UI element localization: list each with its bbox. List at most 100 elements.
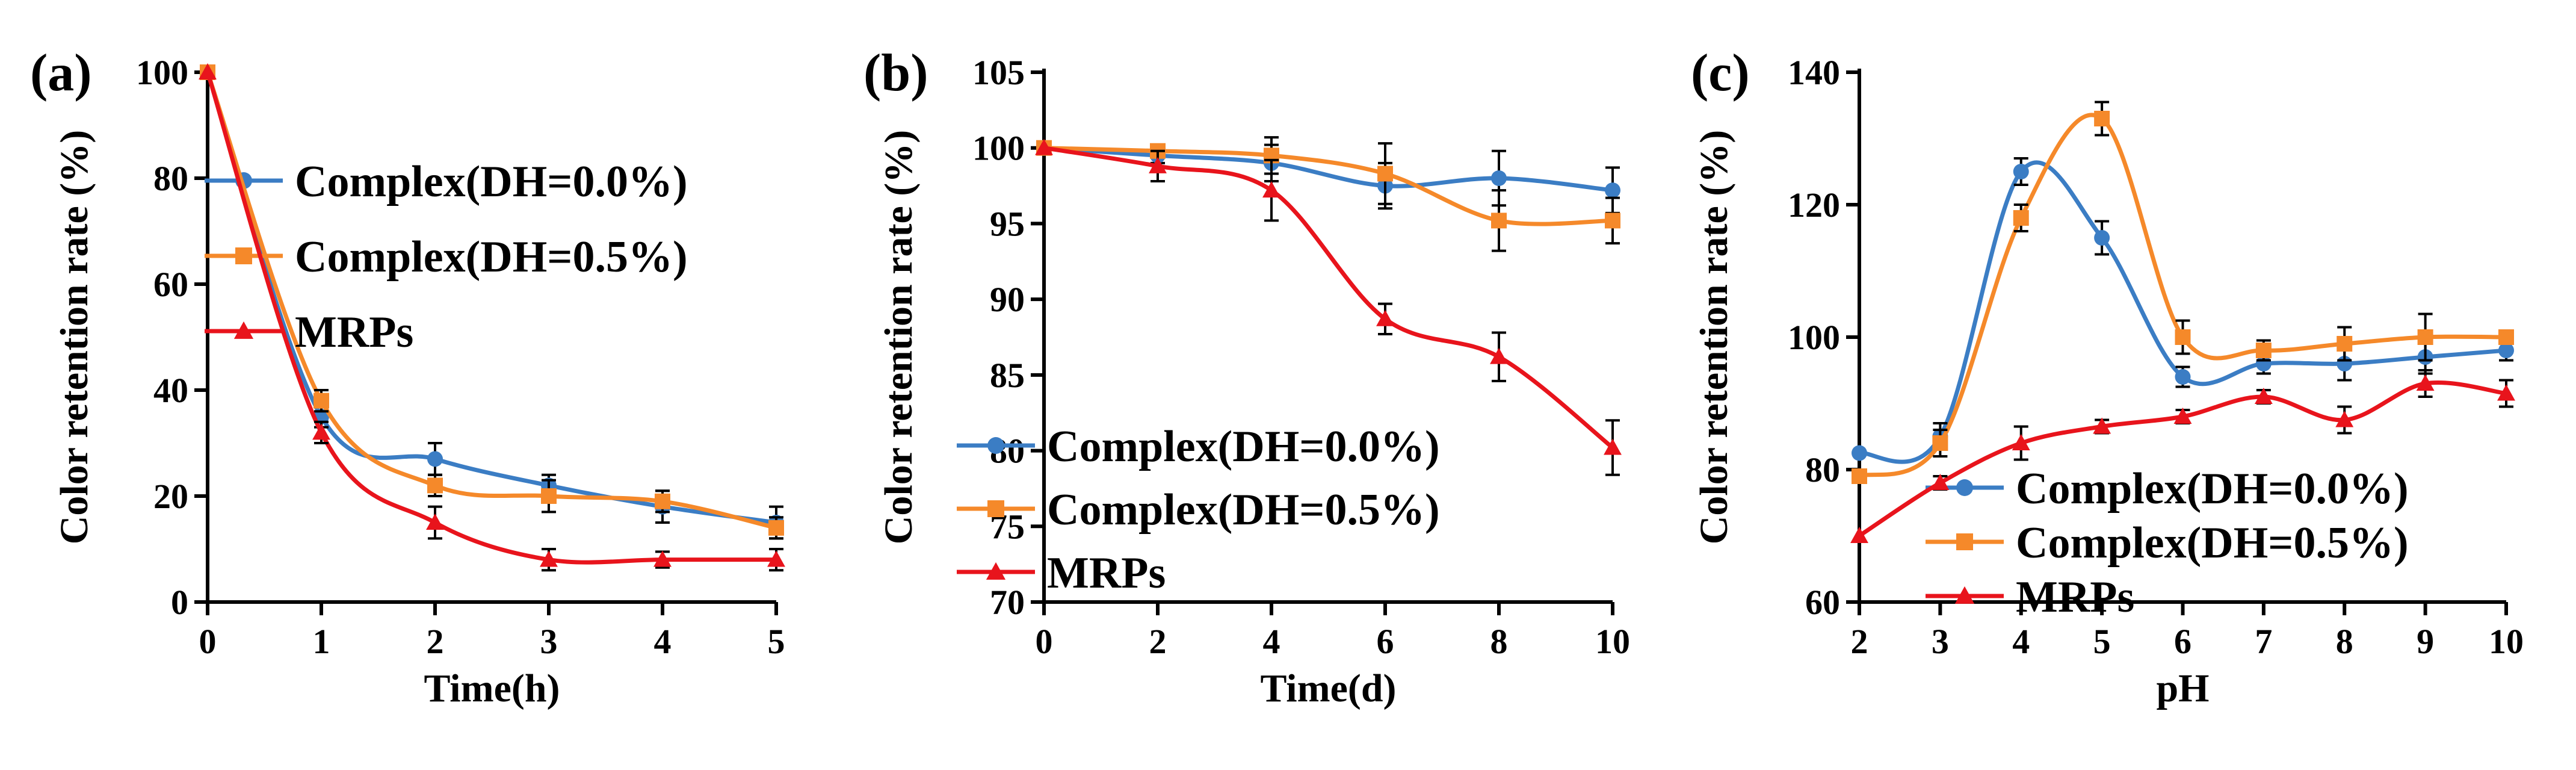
legend-label: MRPs xyxy=(2016,573,2134,622)
data-point xyxy=(540,550,558,567)
series-line xyxy=(1858,113,2507,479)
data-point xyxy=(2175,369,2191,385)
legend-label: Complex(DH=0.5%) xyxy=(1047,485,1440,535)
data-point xyxy=(541,488,557,504)
y-axis-title: Color retention rate (%) xyxy=(52,130,96,545)
data-point xyxy=(427,451,443,467)
y-tick-label: 90 xyxy=(990,280,1025,319)
data-point xyxy=(2498,329,2514,345)
x-axis-title: pH xyxy=(2156,666,2209,710)
data-point xyxy=(2498,343,2514,358)
data-point xyxy=(2175,329,2191,345)
legend-marker xyxy=(987,437,1004,454)
data-point xyxy=(2337,336,2353,352)
y-tick-label: 85 xyxy=(990,356,1025,395)
panel-label: (c) xyxy=(1691,44,1750,102)
y-tick-label: 100 xyxy=(972,129,1025,168)
data-point xyxy=(312,423,330,440)
data-point xyxy=(2335,411,2354,427)
panel-label: (a) xyxy=(30,44,92,102)
legend-label: Complex(DH=0.0%) xyxy=(1047,422,1440,471)
data-point xyxy=(2013,164,2029,179)
data-point xyxy=(2173,408,2192,424)
x-tick-label: 6 xyxy=(1377,622,1394,661)
x-tick-label: 5 xyxy=(2093,622,2111,661)
data-point xyxy=(2254,388,2273,404)
x-axis-title: Time(d) xyxy=(1260,666,1396,710)
data-point xyxy=(1377,166,1393,182)
data-point xyxy=(1604,438,1622,455)
x-tick-label: 3 xyxy=(540,622,558,661)
data-point xyxy=(653,550,672,567)
series-2: Complex(DH=0.5%) xyxy=(200,64,784,540)
x-tick-label: 2 xyxy=(1149,622,1167,661)
data-point xyxy=(1490,347,1508,364)
y-axis-title: Color retention rate (%) xyxy=(877,130,921,545)
legend-marker xyxy=(1956,533,1973,550)
data-point xyxy=(2094,111,2110,126)
x-tick-label: 6 xyxy=(2174,622,2191,661)
y-tick-label: 80 xyxy=(1805,450,1840,489)
x-axis-title: Time(h) xyxy=(424,666,560,710)
data-point xyxy=(1852,468,1867,484)
data-point xyxy=(2093,417,2111,434)
data-point xyxy=(2417,329,2433,345)
series-2: Complex(DH=0.5%) xyxy=(957,136,1620,535)
legend-marker xyxy=(1954,586,1975,604)
x-tick-label: 3 xyxy=(1932,622,1949,661)
legend-marker xyxy=(986,562,1006,580)
series-line xyxy=(205,71,777,530)
series-2: Complex(DH=0.5%) xyxy=(1852,101,2514,568)
data-point xyxy=(2497,384,2515,401)
series-line xyxy=(1043,146,1613,226)
y-tick-label: 100 xyxy=(1788,318,1840,357)
y-tick-label: 105 xyxy=(972,53,1025,92)
data-point xyxy=(2255,343,2272,358)
data-point xyxy=(768,520,784,536)
panel-label: (b) xyxy=(863,44,928,102)
data-point xyxy=(2416,374,2435,391)
data-point xyxy=(1605,182,1620,199)
series-3: MRPs xyxy=(199,63,785,572)
x-tick-label: 0 xyxy=(199,622,217,661)
y-tick-label: 40 xyxy=(153,371,188,410)
data-point xyxy=(1491,213,1507,229)
data-point xyxy=(655,493,670,509)
series-1: Complex(DH=0.0%) xyxy=(200,64,784,540)
data-point xyxy=(427,477,443,494)
y-tick-label: 20 xyxy=(153,477,188,516)
data-point xyxy=(1850,527,1868,543)
y-tick-label: 60 xyxy=(1805,583,1840,622)
data-point xyxy=(314,393,329,409)
y-tick-label: 80 xyxy=(153,159,188,198)
data-point xyxy=(767,550,785,567)
x-tick-label: 0 xyxy=(1036,622,1053,661)
legend-label: MRPs xyxy=(1047,548,1166,598)
legend-marker xyxy=(233,321,254,339)
x-tick-label: 4 xyxy=(2012,622,2030,661)
data-point xyxy=(426,514,444,530)
y-tick-label: 0 xyxy=(171,583,188,622)
y-tick-label: 70 xyxy=(990,583,1025,622)
series-3: MRPs xyxy=(957,138,1622,598)
data-point xyxy=(1931,474,1950,490)
y-tick-label: 100 xyxy=(136,53,188,92)
data-point xyxy=(1491,170,1507,186)
data-point xyxy=(2012,434,2030,450)
x-tick-label: 2 xyxy=(1851,622,1868,661)
x-tick-label: 8 xyxy=(2336,622,2353,661)
data-point xyxy=(1376,309,1394,326)
legend-marker xyxy=(987,500,1004,517)
x-tick-label: 10 xyxy=(1595,622,1630,661)
y-tick-label: 60 xyxy=(153,265,188,304)
legend-marker xyxy=(1956,479,1973,496)
x-tick-label: 4 xyxy=(654,622,672,661)
legend-label: MRPs xyxy=(295,308,413,357)
series-line xyxy=(1043,146,1614,450)
series-line xyxy=(1043,146,1613,193)
y-tick-label: 95 xyxy=(990,204,1025,243)
x-tick-label: 2 xyxy=(427,622,444,661)
series-line xyxy=(205,71,777,525)
y-tick-label: 140 xyxy=(1788,53,1840,92)
